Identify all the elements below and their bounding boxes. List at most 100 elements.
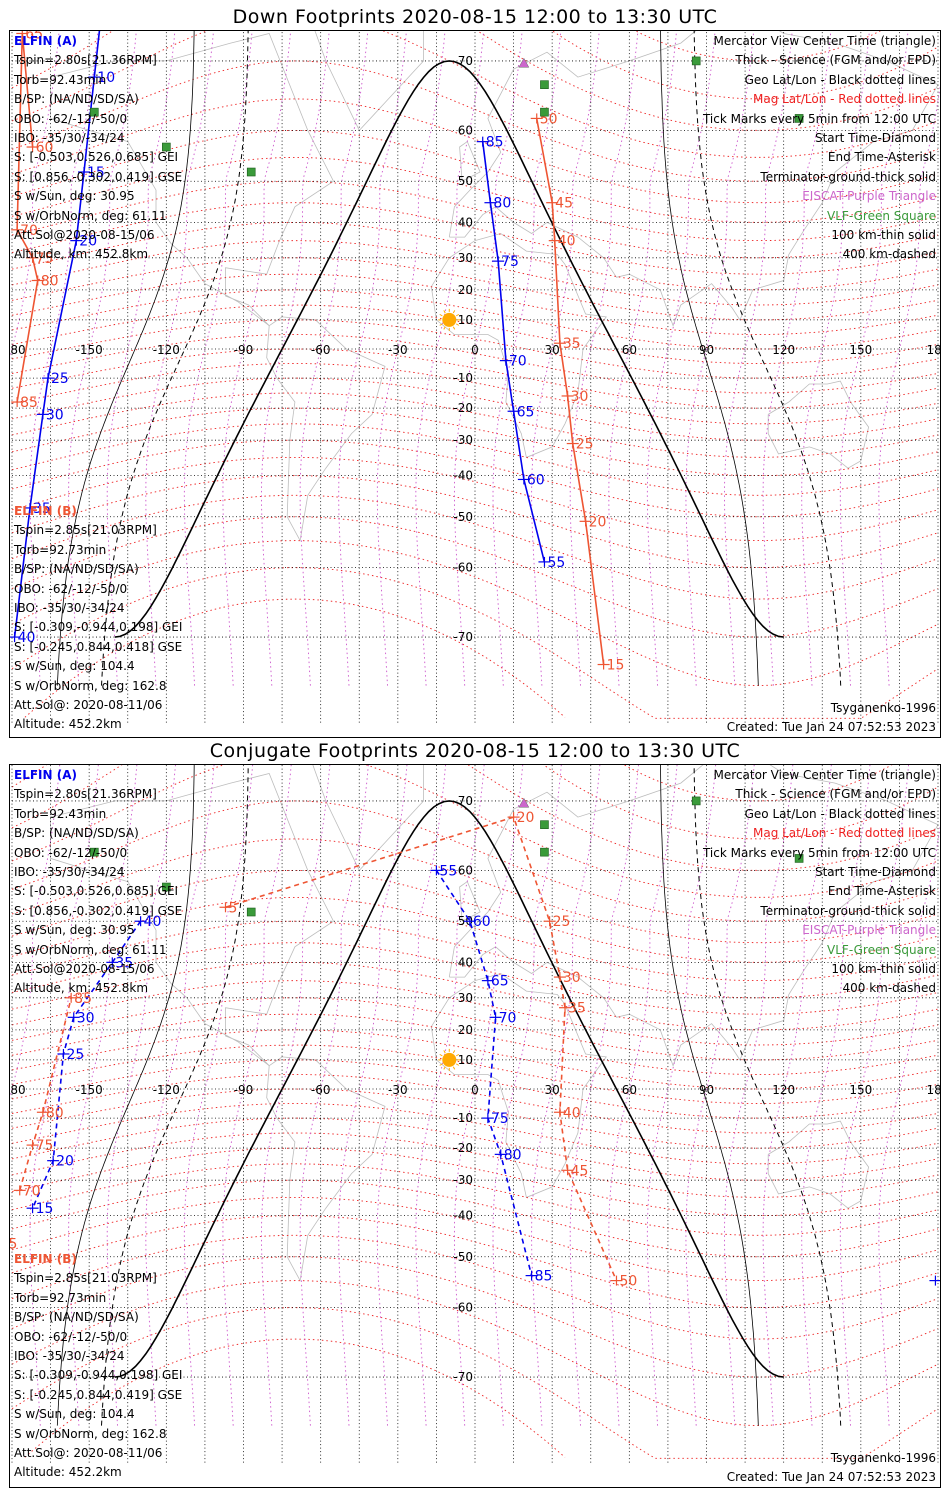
- map-legend: Mercator View Center Time (triangle) Thic…: [703, 766, 936, 999]
- geo-latlon-grid: [11, 31, 939, 723]
- sun-ray: [455, 1063, 460, 1066]
- lon-tick-label: 150: [849, 343, 872, 357]
- elfin-a-time-label: 65: [517, 404, 535, 420]
- lon-tick-label: -30: [388, 1083, 408, 1097]
- lat-tick-label: 70: [458, 54, 473, 68]
- elfin-a-time-label: 75: [491, 1111, 509, 1127]
- legend-item: EISCAT-Purple Triangle: [802, 923, 936, 938]
- lat-tick-label: -10: [453, 371, 473, 385]
- lat-tick-label: -70: [453, 1370, 473, 1384]
- elfin-b-info-line: B/SP: (NA/ND/SD/SA): [14, 1310, 139, 1325]
- terminator-curves: [56, 765, 842, 1426]
- legend-item: 400 km-dashed: [842, 247, 936, 262]
- legend-item: 400 km-dashed: [842, 981, 936, 996]
- elfin-b-info-line: Tspin=2.85s[21.03RPM]: [14, 523, 157, 538]
- legend-item: Mag Lat/Lon - Red dotted lines: [752, 826, 936, 841]
- terminator-curves: [56, 31, 842, 686]
- elfin-a-info-block: ELFIN (A) Tspin=2.80s[21.36RPM] Torb=92.43…: [14, 766, 182, 999]
- legend-item: EISCAT-Purple Triangle: [802, 189, 936, 204]
- elfin-b-time-label: 30: [563, 970, 581, 986]
- axis-tick-labels: -180 -150 -120 -90 -60 -30 0 30 60 90 120 150 180 70 6…: [10, 54, 941, 644]
- vlf-square-icon: [691, 56, 701, 66]
- elfin-b-time-label: 20: [589, 514, 607, 530]
- elfin-a-time-label: 25: [51, 371, 69, 387]
- elfin-a-time-label: 20: [56, 1154, 74, 1170]
- elfin-b-info-line: S: [-0.245,0.844,0.419] GSE: [14, 1387, 183, 1402]
- ground-station-markers: [90, 56, 804, 331]
- lat-tick-label: -50: [453, 510, 473, 524]
- elfin-a-info-line: S w/Sun, deg: 30.95: [14, 189, 135, 204]
- lat-tick-label: -70: [453, 630, 473, 644]
- elfin-b-time-label: 50: [619, 1274, 637, 1290]
- vlf-square-icon: [162, 882, 171, 892]
- elfin-a-time-label: 30: [77, 1010, 95, 1026]
- elfin-a-info-line: Torb=92.43min: [14, 72, 107, 87]
- map-canvas: -180 -150 -120 -90 -60 -30 0 30 60 90 120 150 180 70 6…: [10, 765, 941, 1463]
- legend-item: End Time-Asterisk: [827, 884, 936, 899]
- vlf-square-icon: [540, 80, 549, 89]
- vlf-square-icon: [162, 142, 171, 152]
- elfin-a-time-label: 10: [97, 70, 115, 86]
- legend-item: Mag Lat/Lon - Red dotted lines: [752, 92, 936, 107]
- sun-ray: [439, 323, 443, 326]
- lon-tick-label: 90: [699, 343, 714, 357]
- elfin-a-time-label: 60: [527, 472, 545, 488]
- elfin-a-info-line: S w/OrbNorm, deg: 61.11: [14, 208, 167, 223]
- lat-tick-label: 60: [458, 123, 473, 137]
- model-name: Tsyganenko-1996: [830, 701, 936, 715]
- legend-item: Thick - Science (FGM and/or EPD): [735, 787, 936, 802]
- elfin-b-time-label: 30: [571, 389, 589, 405]
- lon-tick-label: -60: [311, 1083, 331, 1097]
- lat-tick-label: 50: [458, 174, 473, 188]
- elfin-a-time-label: 25: [66, 1047, 84, 1063]
- elfin-a-time-label: 80: [493, 196, 511, 212]
- created-timestamp: Created: Tue Jan 24 07:52:53 2023: [726, 720, 936, 734]
- elfin-a-info-line: Torb=92.43min: [14, 806, 107, 821]
- model-name: Tsyganenko-1996: [830, 1451, 936, 1465]
- elfin-b-info-line: Tspin=2.85s[21.03RPM]: [14, 1271, 157, 1286]
- elfin-b-info-line: Att.Sol@: 2020-08-11/06: [14, 698, 163, 713]
- vlf-square-icon: [90, 847, 99, 857]
- elfin-b-time-label: 15: [607, 658, 625, 674]
- elfin-b-info-line: IBO: -35/30/-34/24: [14, 601, 125, 616]
- elfin-b-time-label: 65: [10, 1237, 17, 1253]
- elfin-a-header: ELFIN (A): [14, 34, 77, 48]
- lon-tick-label: 90: [699, 1083, 714, 1097]
- elfin-a-info-line: B/SP: (NA/ND/SD/SA): [14, 826, 139, 841]
- sun-icon: [442, 312, 457, 327]
- lon-tick-label: -150: [76, 1083, 103, 1097]
- lat-tick-label: 10: [458, 313, 473, 327]
- sun-ray: [439, 313, 443, 317]
- elfin-a-info-line: Altitude, km: 452.8km: [14, 981, 149, 996]
- lon-tick-label: -90: [234, 1083, 254, 1097]
- legend-item: Tick Marks every 5min from 12:00 UTC: [702, 845, 936, 860]
- legend-item: Terminator-ground-thick solid: [760, 903, 936, 918]
- vlf-square-icon: [691, 796, 701, 806]
- lon-tick-label: -120: [153, 1083, 180, 1097]
- lat-tick-label: -20: [453, 401, 473, 415]
- sun-ray: [452, 1066, 456, 1070]
- legend-item: 100 km-thin solid: [831, 962, 936, 977]
- elfin-b-time-label: 75: [36, 1138, 54, 1154]
- sun-ray: [443, 326, 446, 330]
- elfin-a-time-label: 15: [87, 165, 105, 181]
- legend-item: Terminator-ground-thick solid: [760, 169, 936, 184]
- elfin-a-time-label: 65: [491, 974, 509, 990]
- elfin-b-info-line: OBO: -62/-12/-50/0: [14, 1329, 128, 1344]
- elfin-a-info-line: Tspin=2.80s[21.36RPM]: [14, 53, 157, 68]
- elfin-a-info-line: IBO: -35/30/-34/24: [14, 865, 125, 880]
- lat-tick-label: -60: [453, 561, 473, 575]
- elfin-a-info-line: Att.Sol@2020-08-15/06: [14, 228, 155, 243]
- elfin-b-time-label: 85: [74, 991, 92, 1007]
- lat-tick-label: 40: [458, 215, 473, 229]
- axis-tick-labels: -180 -150 -120 -90 -60 -30 0 30 60 90 120 150 180 70 6…: [10, 794, 941, 1384]
- lon-tick-label: 180: [927, 343, 941, 357]
- elfin-a-info-line: Att.Sol@2020-08-15/06: [14, 962, 155, 977]
- lat-tick-label: -20: [453, 1141, 473, 1155]
- track-time-labels: 4035302520155560657075808510565707580852…: [10, 810, 940, 1290]
- lon-tick-label: 0: [471, 1083, 479, 1097]
- elfin-a-info-line: OBO: -62/-12/-50/0: [14, 845, 128, 860]
- lon-tick-label: -120: [153, 343, 180, 357]
- lon-tick-label: 180: [927, 1083, 941, 1097]
- elfin-b-info-block: ELFIN (B) Tspin=2.85s[21.03RPM] Torb=92.73…: [14, 502, 182, 735]
